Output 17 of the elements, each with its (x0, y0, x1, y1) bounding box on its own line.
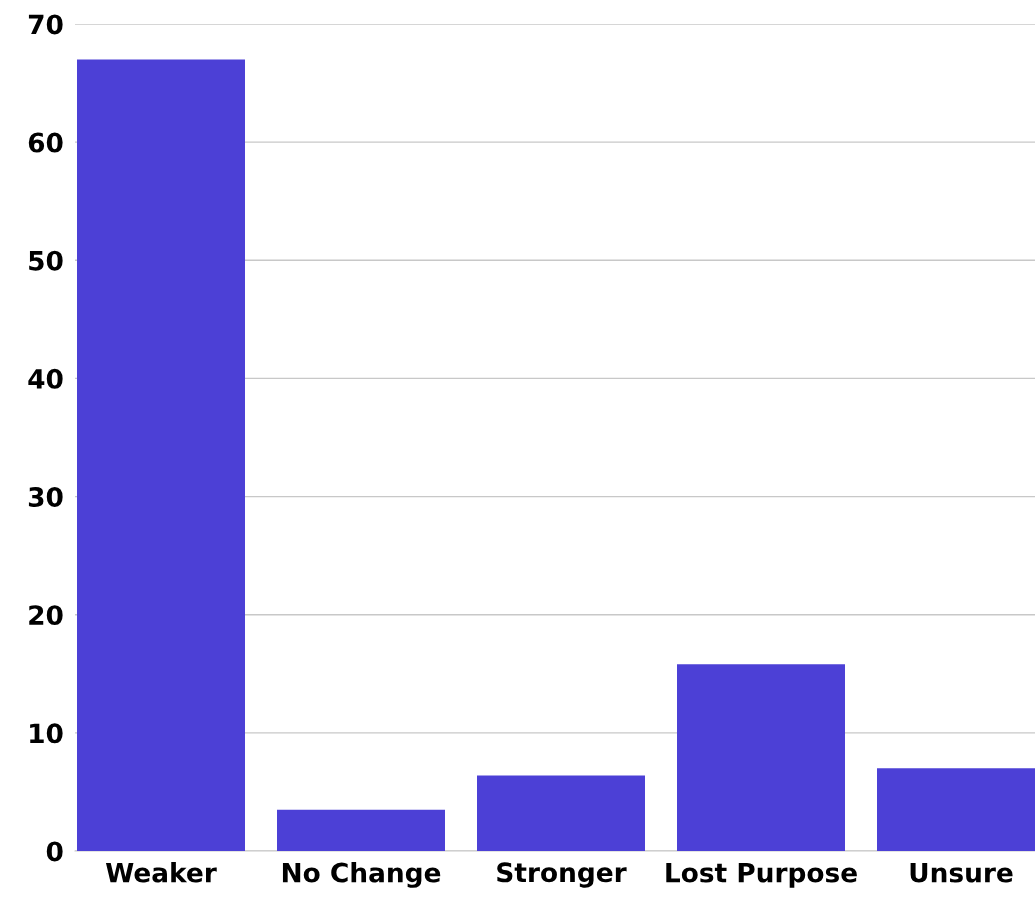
bar (277, 809, 445, 851)
y-tick-label: 0 (46, 841, 63, 862)
x-tick-label: Lost Purpose (666, 862, 857, 888)
y-tick-label: 70 (28, 14, 63, 35)
x-tick-label: Stronger (497, 862, 627, 888)
bar (677, 664, 845, 851)
x-tick-label: Weaker (105, 862, 217, 883)
y-tick-label: 40 (28, 368, 63, 389)
bar (77, 59, 245, 851)
y-tick-label: 10 (30, 723, 63, 744)
y-tick-label: 20 (29, 605, 63, 626)
y-tick-label: 30 (28, 487, 63, 507)
x-tick-label: No Change (282, 862, 441, 888)
x-tick-label: Unsure (910, 862, 1013, 883)
bar (477, 775, 645, 851)
y-tick-label: 60 (28, 132, 63, 153)
y-tick-label: 50 (29, 250, 63, 271)
